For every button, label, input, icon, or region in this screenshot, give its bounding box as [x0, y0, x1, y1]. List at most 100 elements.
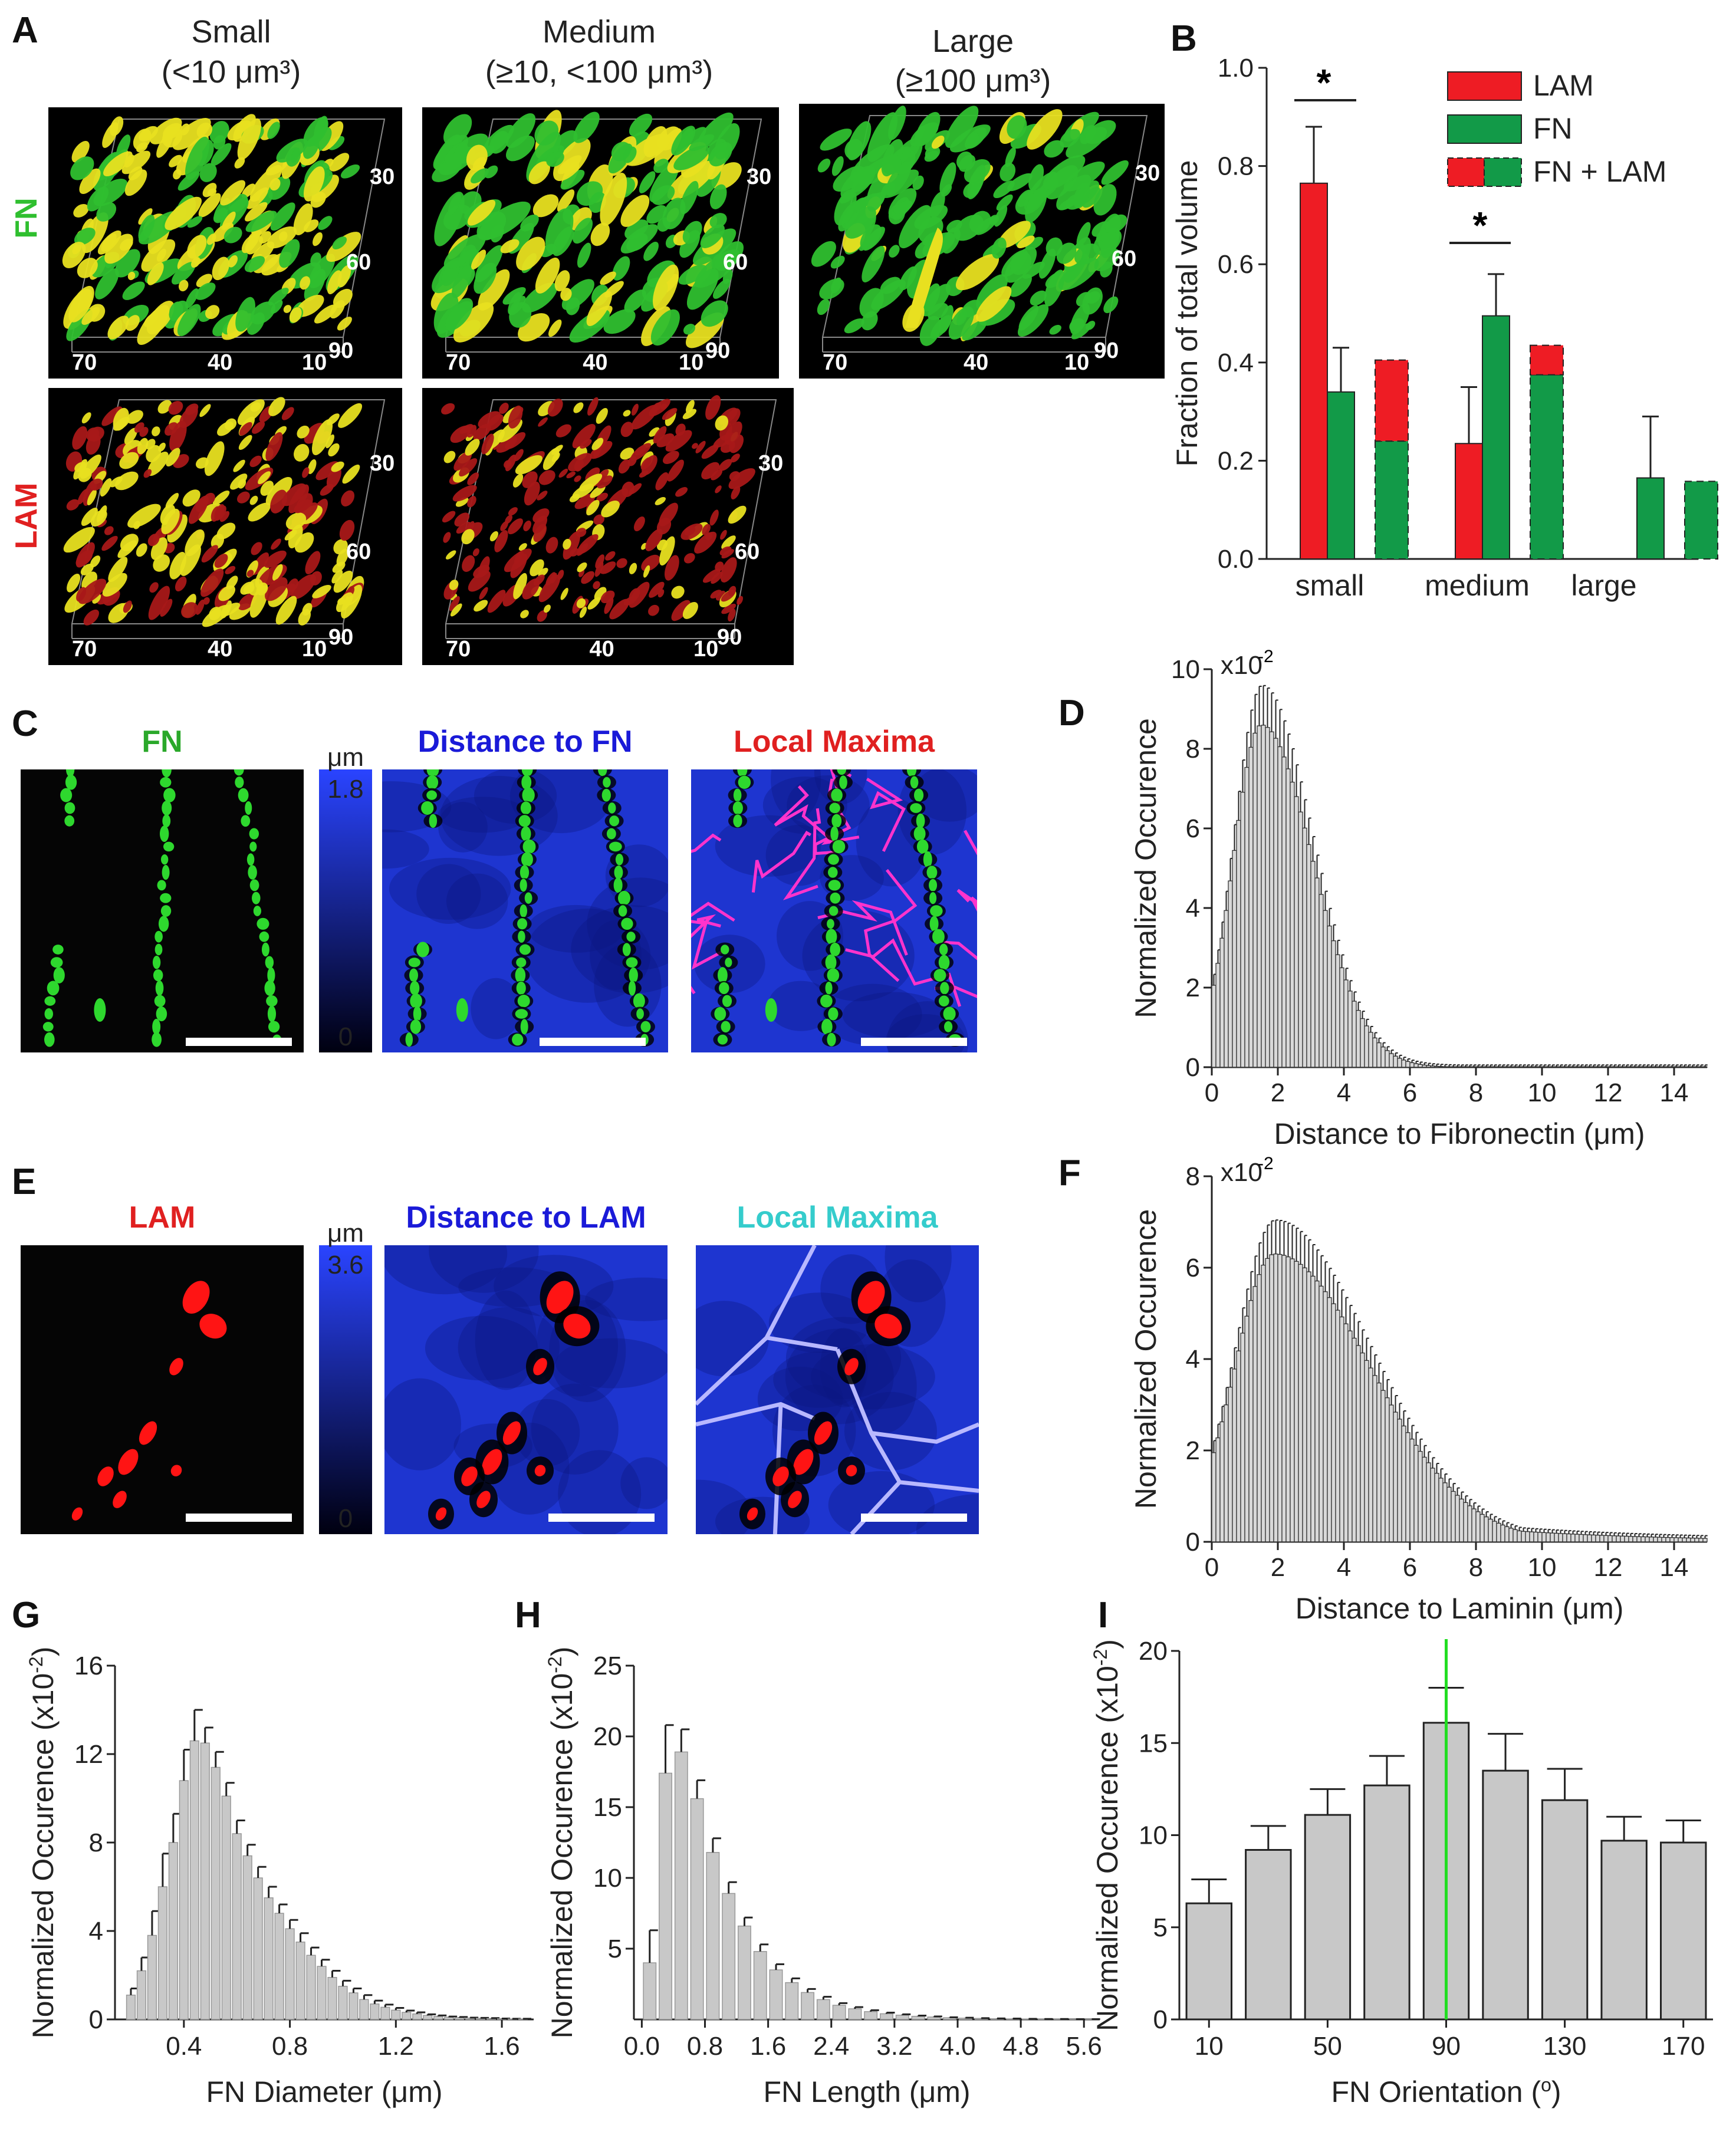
chart-d-xtick: 10: [1528, 1078, 1557, 1107]
chart-f-bar: [1657, 1537, 1662, 1542]
chart-h-xtick: 4.8: [1003, 2032, 1039, 2061]
chart-f-bar: [1273, 1254, 1278, 1542]
chart-f-bar: [1401, 1425, 1406, 1542]
chart-f-bar: [1484, 1516, 1489, 1542]
chart-h-ytick: 10: [593, 1864, 622, 1893]
chart-g-bar: [455, 2017, 465, 2020]
axis-num: 70: [72, 350, 97, 375]
chart-f-bar: [1339, 1316, 1344, 1542]
chart-g-bar: [348, 1992, 359, 2020]
chart-f-bar: [1269, 1254, 1274, 1542]
chart-d-bar: [1285, 768, 1291, 1068]
chart-d-bar: [1418, 1064, 1423, 1068]
b-sig: *: [1473, 204, 1488, 246]
chart-f: 0 2 4 6 8 0 2 4 6 8 10 12 14 x10-2 Distance to Laminin…: [1129, 1154, 1708, 1625]
chart-f-bar: [1678, 1537, 1683, 1542]
chart-i-bar: [1600, 1840, 1648, 2021]
b-xcat: large: [1571, 569, 1636, 602]
chart-g-bar: [412, 2013, 422, 2020]
chart-f-bar: [1591, 1534, 1596, 1542]
chart-h-bar: [864, 2011, 878, 2020]
chart-g-bar: [306, 1955, 316, 2020]
chart-d-bar: [1236, 820, 1241, 1068]
chart-f-bar: [1236, 1350, 1241, 1542]
chart-d-bar: [1219, 937, 1225, 1068]
chart-i-bar: [1245, 1849, 1292, 2021]
chart-d-bar: [1385, 1050, 1390, 1068]
chart-g-ytick: 8: [89, 1828, 103, 1857]
chart-d-bar: [1294, 796, 1299, 1068]
chart-g-bar: [338, 1986, 348, 2020]
chart-d-bar: [1327, 925, 1332, 1068]
chart-h-ytick: 20: [593, 1722, 622, 1751]
chart-f-ytick: 6: [1186, 1254, 1200, 1282]
chart-f-bar: [1252, 1286, 1258, 1542]
chart-d-bar: [1257, 725, 1262, 1068]
chart-i-xtick: 10: [1195, 2032, 1224, 2061]
row-label-fn: FN: [9, 198, 44, 238]
chart-d-bar: [1240, 792, 1245, 1068]
chart-g-bar: [232, 1833, 242, 2020]
chart-i-xtick: 170: [1662, 2032, 1705, 2061]
chart-d-bar: [1339, 967, 1344, 1068]
chart-g-bar: [444, 2016, 454, 2020]
b-ytick: 0.6: [1218, 250, 1254, 279]
chart-f-bar: [1314, 1280, 1320, 1542]
chart-b: 0.0 0.2 0.4 0.6 0.8 1.0 Fraction of total volu…: [1171, 54, 1718, 602]
b-bar-fnlam-fn: [1375, 440, 1409, 560]
chart-i-bar: [1304, 1814, 1352, 2021]
chart-f-bar: [1570, 1534, 1576, 1542]
chart-f-bar: [1550, 1532, 1555, 1542]
chart-f-bar: [1525, 1531, 1530, 1542]
chart-f-bar: [1261, 1265, 1266, 1542]
chart-g-bar: [179, 1780, 189, 2020]
chart-h-bar: [674, 1751, 688, 2020]
chart-f-bar: [1368, 1367, 1373, 1542]
chart-d-ylabel: Normalized Occurence: [1129, 718, 1162, 1018]
chart-i-ytick: 0: [1153, 2005, 1168, 2034]
chart-d-xlabel: Distance to Fibronectin (μm): [1274, 1117, 1645, 1150]
chart-i-xlabel: FN Orientation (o): [1331, 2074, 1561, 2108]
chart-f-bar: [1211, 1452, 1216, 1542]
chart-i-bar: [1660, 1841, 1707, 2021]
axis-num: 90: [328, 625, 353, 650]
chart-f-bar: [1434, 1473, 1439, 1542]
chart-f-bar: [1372, 1375, 1377, 1542]
chart-f-bar: [1603, 1535, 1609, 1542]
chart-g-bar: [370, 2003, 380, 2020]
chart-d-multiplier-exp: -2: [1258, 647, 1274, 666]
chart-g-bar: [391, 2009, 401, 2020]
chart-f-xtick: 4: [1337, 1553, 1351, 1582]
chart-f-bar: [1215, 1437, 1221, 1542]
chart-f-bar: [1665, 1537, 1671, 1542]
chart-g-bar: [264, 1897, 274, 2020]
axis-num: 30: [370, 165, 394, 189]
chart-f-bar: [1649, 1537, 1654, 1542]
chart-f-bar: [1285, 1256, 1291, 1542]
chart-h-bar: [753, 1951, 767, 2020]
chart-h-xlabel: FN Length (μm): [763, 2075, 970, 2108]
chart-d-bar: [1319, 894, 1324, 1068]
chart-g-bar: [317, 1966, 327, 2020]
chart-d-bar: [1302, 827, 1307, 1068]
chart-d-bar: [1405, 1061, 1410, 1068]
chart-f-bar: [1397, 1419, 1402, 1542]
chart-h-bar: [816, 1999, 830, 2020]
chart-d-xtick: 4: [1337, 1078, 1351, 1107]
chart-d-bar: [1389, 1053, 1394, 1068]
chart-g-bar: [211, 1766, 221, 2020]
chart-f-bar: [1475, 1511, 1481, 1542]
render-small-fn: 30 60 90 70 40 10: [48, 107, 402, 379]
chart-d-xtick: 12: [1594, 1078, 1623, 1107]
chart-f-bar: [1310, 1275, 1316, 1542]
chart-f-bar: [1393, 1412, 1398, 1542]
col-large-range: (≥100 μm³): [895, 63, 1051, 98]
chart-f-bar: [1352, 1337, 1357, 1542]
chart-f-bar: [1385, 1397, 1390, 1542]
axis-num: 10: [1064, 350, 1089, 375]
b-bar-fn: [1482, 315, 1510, 560]
axis-num: 10: [693, 637, 718, 662]
chart-d-ytick: 4: [1186, 894, 1200, 923]
axis-num: 40: [583, 350, 607, 375]
